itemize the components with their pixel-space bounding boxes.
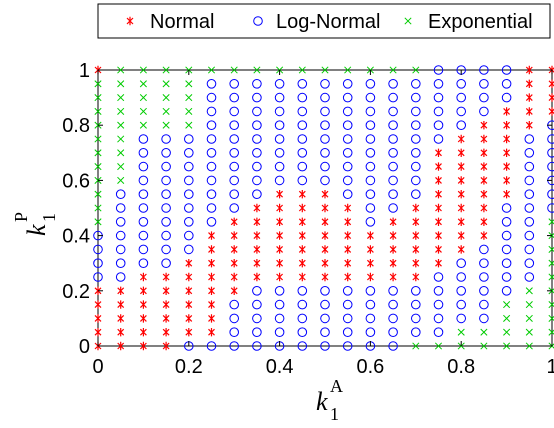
y-tick-label: 0.6 bbox=[62, 170, 90, 192]
y-tick-label: 0.4 bbox=[62, 226, 90, 248]
x-tick-label: 0 bbox=[92, 356, 103, 378]
y-tick-label: 1 bbox=[79, 60, 90, 82]
x-tick-label: 0.6 bbox=[356, 356, 384, 378]
x-axis-label-base: k bbox=[316, 387, 328, 416]
plot-area: 0 0.2 0.4 0.6 0.8 1 0 0.2 0.4 0.6 0.8 1 bbox=[62, 60, 554, 378]
x-tick-label: 0.8 bbox=[447, 356, 475, 378]
legend-label: Exponential bbox=[428, 11, 533, 33]
x-axis-label-superscript: A bbox=[330, 376, 343, 396]
y-axis-label-superscript: P bbox=[11, 212, 31, 222]
y-axis-label-subscript: 1 bbox=[39, 213, 59, 222]
legend-label: Log-Normal bbox=[276, 11, 380, 33]
x-tick-label: 1 bbox=[546, 356, 554, 378]
y-tick-label: 0.2 bbox=[62, 281, 90, 303]
x-tick-label: 0.4 bbox=[266, 356, 294, 378]
x-axis-label-subscript: 1 bbox=[330, 404, 339, 424]
y-tick-label: 0 bbox=[79, 336, 90, 358]
x-axis-label: k A 1 bbox=[316, 376, 343, 424]
x-tick-label: 0.2 bbox=[175, 356, 203, 378]
y-axis-label-base: k bbox=[22, 224, 51, 236]
legend: Normal Log-Normal Exponential bbox=[98, 4, 550, 38]
y-tick-label: 0.8 bbox=[62, 115, 90, 137]
y-axis-label: k P 1 bbox=[11, 212, 59, 236]
legend-label: Normal bbox=[150, 11, 214, 33]
